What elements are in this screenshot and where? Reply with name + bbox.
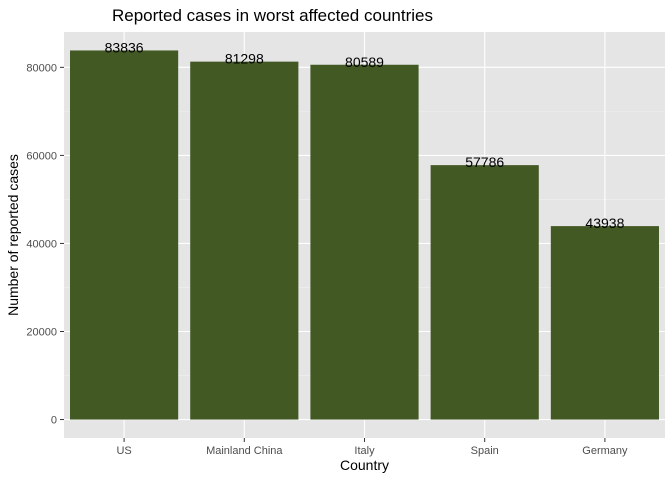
x-axis: US Mainland China Italy Spain Germany: [116, 438, 628, 457]
x-tick-label: Mainland China: [206, 445, 283, 457]
data-label: 57786: [465, 154, 504, 170]
x-tick-label: Italy: [354, 445, 375, 457]
x-tick-label: US: [116, 445, 131, 457]
chart-title: Reported cases in worst affected countri…: [112, 6, 433, 25]
bar: [190, 61, 299, 420]
y-tick-label: 20000: [26, 326, 57, 338]
data-label: 80589: [345, 54, 384, 70]
y-axis-title: Number of reported cases: [5, 154, 21, 316]
bar: [550, 226, 659, 420]
y-axis: 0 20000 40000 60000 80000: [26, 62, 64, 427]
x-tick-label: Spain: [471, 445, 499, 457]
bar: [70, 50, 179, 420]
data-label: 81298: [225, 51, 264, 67]
x-tick-label: Germany: [582, 445, 628, 457]
bars: [70, 50, 659, 420]
bar: [310, 64, 419, 420]
y-tick-label: 80000: [26, 62, 57, 74]
x-axis-title: Country: [340, 457, 389, 473]
data-label: 43938: [585, 215, 624, 231]
y-tick-label: 0: [51, 415, 57, 427]
y-tick-label: 60000: [26, 150, 57, 162]
data-label: 83836: [105, 39, 144, 55]
y-tick-label: 40000: [26, 238, 57, 250]
data-labels: 83836 81298 80589 57786 43938: [105, 39, 625, 231]
bar: [430, 165, 539, 420]
